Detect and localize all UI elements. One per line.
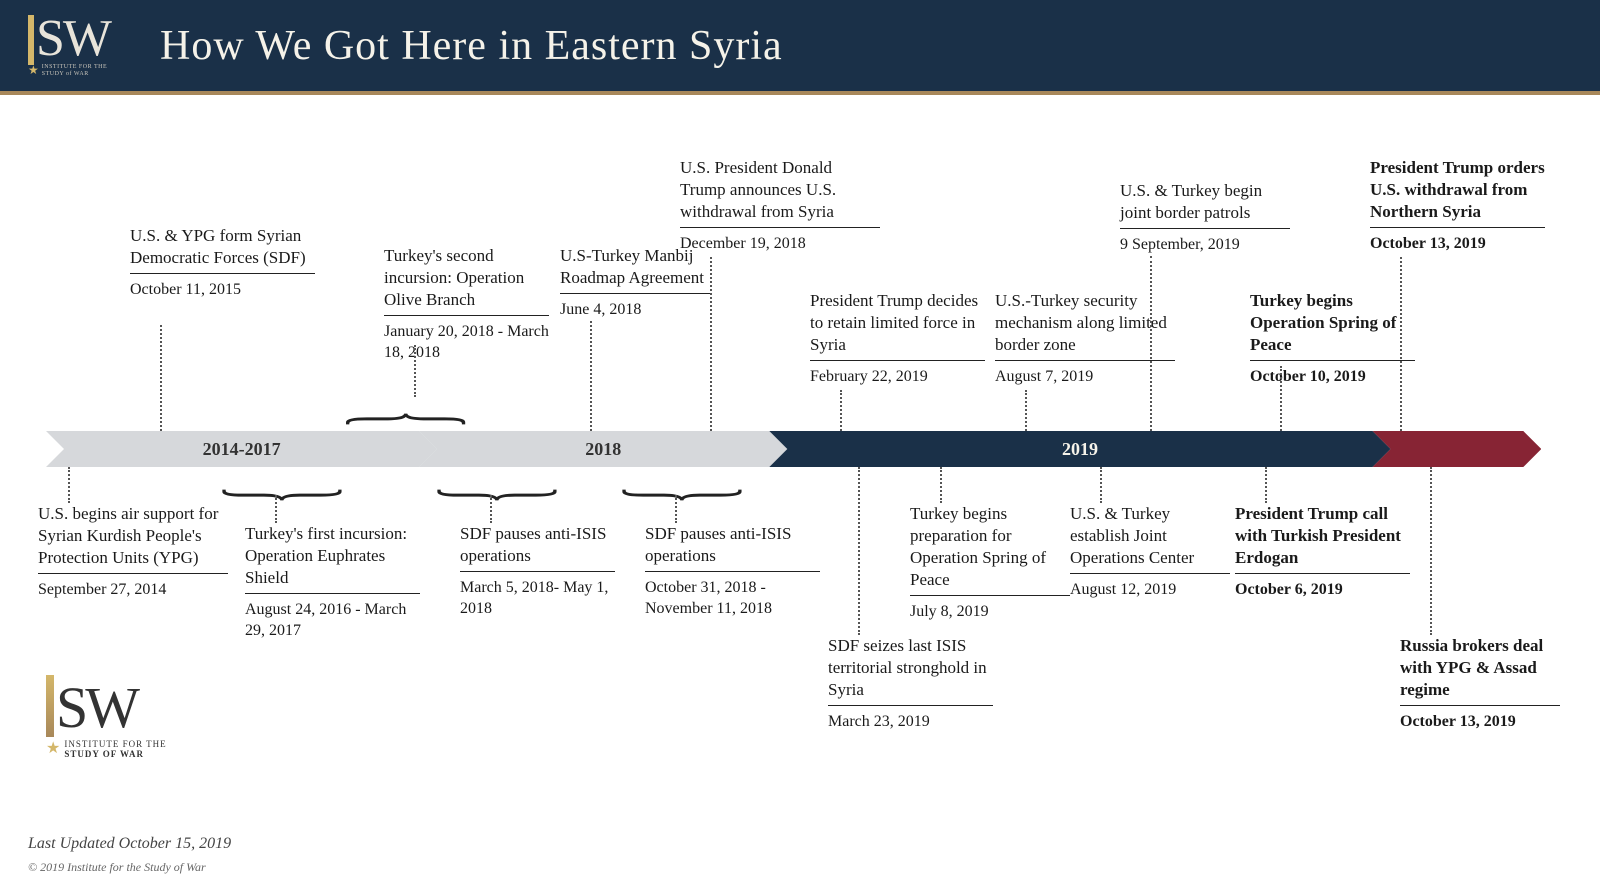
event-title: U.S.-Turkey security mechanism along lim… (995, 290, 1175, 361)
timeline-event: President Trump decides to retain limite… (810, 290, 985, 388)
timeline-event: President Trump call with Turkish Presid… (1235, 503, 1410, 601)
event-connector (275, 495, 277, 523)
page-title: How We Got Here in Eastern Syria (160, 22, 783, 70)
logo-subtitle-2: STUDY of WAR (42, 71, 107, 78)
event-title: U.S. begins air support for Syrian Kurdi… (38, 503, 228, 574)
event-date: June 4, 2018 (560, 300, 710, 321)
event-date: 9 September, 2019 (1120, 235, 1290, 256)
timeline-segment: 2014-2017 (46, 431, 437, 467)
event-connector (590, 321, 592, 431)
timeline-event: SDF pauses anti-ISIS operations March 5, … (460, 523, 615, 620)
timeline-event: Turkey begins preparation for Operation … (910, 503, 1070, 623)
event-title: SDF pauses anti-ISIS operations (645, 523, 820, 572)
event-date: September 27, 2014 (38, 580, 228, 601)
event-title: Turkey's first incursion: Operation Euph… (245, 523, 420, 594)
event-title: Russia brokers deal with YPG & Assad reg… (1400, 635, 1560, 706)
event-date: February 22, 2019 (810, 367, 985, 388)
event-date: October 10, 2019 (1250, 367, 1415, 388)
event-date: October 13, 2019 (1370, 234, 1545, 255)
footer-logo-subline: INSTITUTE FOR THE STUDY OF WAR (64, 739, 166, 759)
timeline-event: U.S. & Turkey establish Joint Operations… (1070, 503, 1230, 601)
event-date: October 13, 2019 (1400, 712, 1560, 733)
last-updated: Last Updated October 15, 2019 (28, 835, 231, 853)
event-title: U.S. & Turkey establish Joint Operations… (1070, 503, 1230, 574)
event-title: U.S. & YPG form Syrian Democratic Forces… (130, 225, 315, 274)
event-connector (1430, 467, 1432, 635)
event-title: SDF pauses anti-ISIS operations (460, 523, 615, 572)
event-date: August 12, 2019 (1070, 580, 1230, 601)
event-date: July 8, 2019 (910, 602, 1070, 623)
event-connector (1025, 390, 1027, 431)
event-date: August 24, 2016 - March 29, 2017 (245, 600, 420, 642)
event-title: President Trump decides to retain limite… (810, 290, 985, 361)
event-date: October 6, 2019 (1235, 580, 1410, 601)
timeline-event: U.S-Turkey Manbij Roadmap AgreementJune … (560, 245, 710, 321)
star-icon: ★ (28, 63, 39, 78)
event-connector (1400, 257, 1402, 431)
logo-letter-w: W (63, 13, 110, 65)
timeline-event: Turkey's second incursion: Operation Oli… (384, 245, 549, 364)
curly-brace-icon: { (341, 410, 485, 427)
event-date: December 19, 2018 (680, 234, 880, 255)
event-connector (68, 467, 70, 503)
timeline-stage: 2014-201720182019 U.S. & YPG form Syrian… (0, 95, 1600, 887)
timeline-event: President Trump orders U.S. withdrawal f… (1370, 157, 1545, 255)
logo-subtitle-1: INSTITUTE FOR THE (42, 64, 107, 71)
event-connector (160, 325, 162, 431)
timeline-bar: 2014-201720182019 (46, 431, 1580, 467)
event-date: August 7, 2019 (995, 367, 1175, 388)
event-connector (940, 467, 942, 503)
star-icon: ★ (46, 738, 60, 758)
event-connector (1265, 467, 1267, 503)
event-title: President Trump call with Turkish Presid… (1235, 503, 1410, 574)
footer-logo: SW ★ INSTITUTE FOR THE STUDY OF WAR (46, 675, 167, 759)
timeline-event: U.S. President Donald Trump announces U.… (680, 157, 880, 255)
event-connector (1280, 366, 1282, 431)
event-date: October 11, 2015 (130, 280, 315, 301)
event-connector (710, 257, 712, 431)
header-logo: S W ★ INSTITUTE FOR THE STUDY of WAR (28, 13, 110, 78)
event-connector (675, 495, 677, 523)
event-connector (858, 467, 860, 635)
event-date: March 5, 2018- May 1, 2018 (460, 578, 615, 620)
event-connector (840, 390, 842, 431)
timeline-event: Turkey's first incursion: Operation Euph… (245, 523, 420, 642)
event-title: Turkey's second incursion: Operation Oli… (384, 245, 549, 316)
event-title: President Trump orders U.S. withdrawal f… (1370, 157, 1545, 228)
timeline-event: U.S. begins air support for Syrian Kurdi… (38, 503, 228, 601)
event-title: U.S. & Turkey begin joint border patrols (1120, 180, 1290, 229)
header-bar: S W ★ INSTITUTE FOR THE STUDY of WAR How… (0, 0, 1600, 95)
logo-bar-icon (46, 675, 54, 737)
timeline-event: SDF pauses anti-ISIS operations October 3… (645, 523, 820, 620)
event-connector (414, 345, 416, 397)
event-title: Turkey begins preparation for Operation … (910, 503, 1070, 596)
timeline-segment: 2019 (769, 431, 1390, 467)
timeline-event: Russia brokers deal with YPG & Assad reg… (1400, 635, 1560, 733)
timeline-event: U.S. & YPG form Syrian Democratic Forces… (130, 225, 315, 301)
event-date: October 31, 2018 - November 11, 2018 (645, 578, 820, 620)
event-title: U.S. President Donald Trump announces U.… (680, 157, 880, 228)
event-connector (1150, 256, 1152, 431)
timeline-event: SDF seizes last ISIS territorial strongh… (828, 635, 993, 733)
event-date: March 23, 2019 (828, 712, 993, 733)
event-title: SDF seizes last ISIS territorial strongh… (828, 635, 993, 706)
event-connector (490, 495, 492, 523)
timeline-event: U.S.-Turkey security mechanism along lim… (995, 290, 1175, 388)
event-title: Turkey begins Operation Spring of Peace (1250, 290, 1415, 361)
footer-logo-letters: SW (56, 679, 137, 737)
copyright: © 2019 Institute for the Study of War (28, 860, 206, 875)
event-connector (1100, 467, 1102, 503)
timeline-event: U.S. & Turkey begin joint border patrols… (1120, 180, 1290, 256)
timeline-event: Turkey begins Operation Spring of Peace O… (1250, 290, 1415, 388)
timeline-segment (1373, 431, 1542, 467)
timeline-segment: 2018 (419, 431, 787, 467)
event-date: January 20, 2018 - March 18, 2018 (384, 322, 549, 364)
logo-letter-s: S (36, 13, 63, 65)
logo-bar-icon (28, 15, 34, 65)
